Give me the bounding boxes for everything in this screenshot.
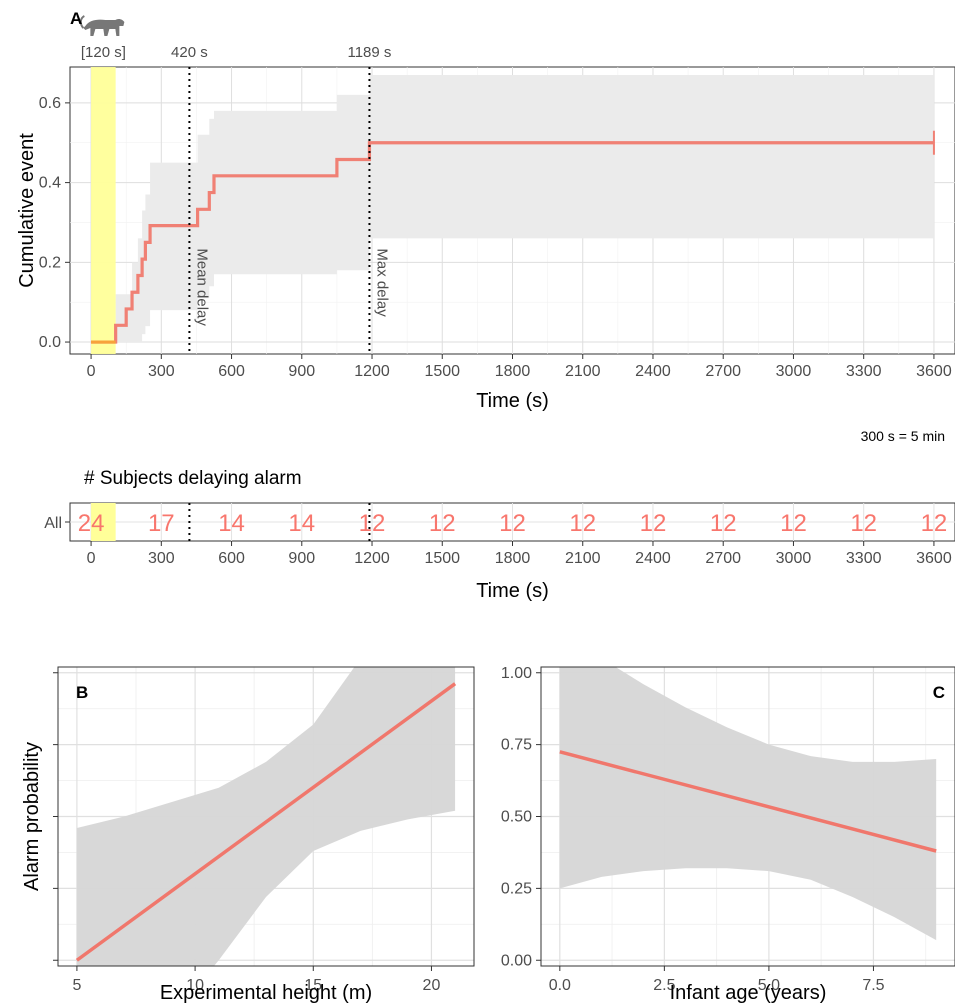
risk-count: 17: [148, 510, 175, 537]
panel-label: B: [76, 683, 88, 702]
risk-count: 12: [710, 510, 737, 537]
panel-label: A: [70, 9, 82, 28]
tiger-tail: [79, 15, 85, 29]
tiger-icon: [79, 15, 125, 36]
risk-count: 24: [78, 510, 105, 537]
vline-top-label: 1189 s: [347, 44, 391, 61]
y-tick-label: 0.4: [39, 175, 61, 192]
regression-line: [559, 750, 937, 853]
x-tick-label: 2100: [565, 550, 601, 567]
risk-highlight-band: [91, 503, 116, 541]
x-tick-label: 3000: [776, 550, 812, 567]
strata-label: All: [44, 515, 62, 532]
risk-count: 12: [850, 510, 877, 537]
risk-count: 14: [288, 510, 315, 537]
x-tick-label: 1500: [424, 550, 460, 567]
x-tick-label: 0: [87, 550, 96, 567]
x-tick-label: 1200: [354, 550, 390, 567]
x-tick-label: 600: [218, 363, 245, 380]
x-tick-label: 3600: [916, 550, 952, 567]
y-tick-label: 0.0: [39, 334, 61, 351]
cumulative-event-line: [91, 141, 934, 344]
risk-count: 12: [921, 510, 948, 537]
vline-side-label: Mean delay: [193, 248, 210, 326]
x-tick-label: 2400: [635, 363, 671, 380]
panel-label: C: [933, 683, 945, 702]
x-tick-label: 0: [87, 363, 96, 380]
x-tick-label: 300: [148, 363, 175, 380]
risk-count: 12: [429, 510, 456, 537]
highlight-band: [91, 67, 116, 354]
y-tick-label: 0.6: [39, 95, 61, 112]
risk-count: 14: [218, 510, 245, 537]
tiger-body: [83, 18, 125, 36]
x-tick-label: 300: [148, 550, 175, 567]
risk-count: 12: [569, 510, 596, 537]
x-tick-label: 1800: [495, 550, 531, 567]
y-tick-label: 0.25: [501, 880, 532, 897]
risk-count: 12: [359, 510, 386, 537]
x-tick-label: 20: [423, 977, 441, 994]
unit-note: 300 s = 5 min: [861, 428, 945, 444]
risk-count: 12: [499, 510, 526, 537]
x-tick-label: 1500: [424, 363, 460, 380]
x-tick-label: 7.5: [862, 977, 884, 994]
risk-table-title: # Subjects delaying alarm: [84, 468, 302, 489]
highlight-band-label: [120 s]: [81, 44, 126, 61]
x-tick-label: 1800: [495, 363, 531, 380]
y-tick-label: 0.75: [501, 737, 532, 754]
panel-c-age-plot: 0.0 2.5 5.0 7.5 0.00 0.25 0.50 0.75 1.00 Infant a…: [501, 665, 955, 1004]
confidence-ribbon: [559, 667, 937, 941]
vline-top-label: 420 s: [171, 44, 208, 61]
x-tick-label: 3000: [776, 363, 812, 380]
panel-risk-table: 24 17 14 14 12 12 12 12 12 12 12 12 12 0 300 600 900 1200…: [44, 468, 955, 602]
x-tick-label: 2100: [565, 363, 601, 380]
y-tick-label: 1.00: [501, 665, 532, 682]
x-tick-label: 10: [186, 977, 204, 994]
x-axis-title: Experimental height (m): [160, 982, 372, 1004]
y-tick-label: 0.2: [39, 254, 61, 271]
panel-a-survival-curve: 420 s Mean delay 1189 s Max delay [120 s] 0 30…: [16, 9, 955, 444]
x-tick-label: 2700: [705, 363, 741, 380]
plot-area: [541, 667, 955, 966]
x-tick-label: 5.0: [758, 977, 780, 994]
x-tick-label: 3300: [846, 363, 882, 380]
panel-b-height-plot: 5 10 15 20 Alarm probability Experimental hei…: [21, 666, 475, 1004]
plot-area: [58, 667, 474, 966]
y-axis-title: Alarm probability: [21, 742, 43, 891]
x-tick-label: 0.0: [549, 977, 571, 994]
x-axis-title: Time (s): [476, 580, 549, 602]
x-tick-label: 15: [304, 977, 322, 994]
y-axis-title: Cumulative event: [16, 133, 38, 288]
x-tick-label: 900: [288, 550, 315, 567]
y-tick-label: 0.50: [501, 809, 532, 826]
x-axis-title: Time (s): [476, 390, 549, 412]
x-tick-label: 900: [288, 363, 315, 380]
x-tick-label: 600: [218, 550, 245, 567]
x-tick-label: 5: [72, 977, 81, 994]
x-tick-label: 2700: [705, 550, 741, 567]
regression-line: [75, 682, 457, 962]
risk-count: 12: [780, 510, 807, 537]
y-tick-label: 0.00: [501, 952, 532, 969]
vline-side-label: Max delay: [373, 248, 390, 317]
x-tick-label: 2400: [635, 550, 671, 567]
x-tick-label: 1200: [354, 363, 390, 380]
x-axis-title: Infant age (years): [670, 982, 827, 1004]
x-tick-label: 3600: [916, 363, 952, 380]
x-tick-label: 3300: [846, 550, 882, 567]
x-tick-label: 2.5: [653, 977, 675, 994]
risk-count: 12: [640, 510, 667, 537]
